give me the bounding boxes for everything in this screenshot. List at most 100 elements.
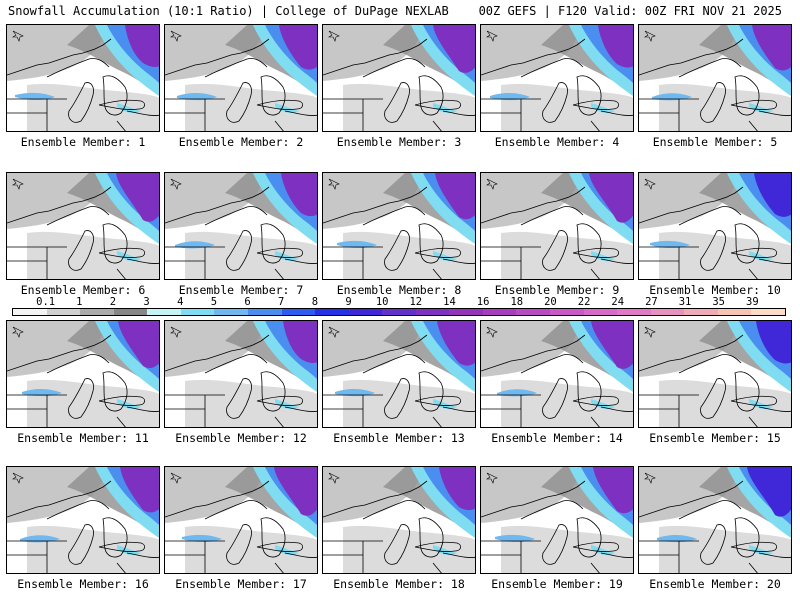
snow-purple-max [435,173,475,220]
snow-trace-area [659,379,791,427]
location-marker [12,30,24,42]
colorbar-swatch [550,309,584,315]
lake-effect-band [177,93,217,101]
state-border-line [98,395,145,406]
snow-purple-max [281,173,317,217]
colorbar-tick-label: 5 [210,296,218,308]
colorbar-swatch [46,309,81,315]
ensemble-map-panel [638,24,792,132]
snow-trace-area [27,83,159,131]
state-border-line [542,524,568,565]
state-border-line [678,354,742,374]
snowfall-map [7,321,159,427]
lake-effect-band [490,93,530,101]
state-border-line [481,334,586,372]
ensemble-member-label: Ensemble Member: 17 [175,577,307,591]
colorbar-swatch [382,309,416,315]
state-border-line [572,99,619,110]
ensemble-map-panel [638,466,792,574]
state-border-line [7,38,112,76]
lake-effect-band [497,389,537,397]
state-border-line [226,378,252,419]
snowfall-map [639,321,791,427]
state-border-line [7,186,112,224]
location-marker [170,178,182,190]
colorbar-tick-label: 2 [109,296,117,308]
state-border-line [481,98,600,131]
colorbar-tick-label: 10 [375,296,389,308]
state-border-line [700,524,726,565]
ensemble-map-panel [6,172,160,280]
snow-trace-area [343,83,475,131]
location-marker [486,326,498,338]
state-border-line [758,110,791,116]
state-border-line [520,354,584,374]
colorbar [12,308,786,316]
snow-purple-max [589,173,633,223]
location-marker [486,178,498,190]
state-border-line [256,247,303,258]
state-border-line [384,230,410,271]
snowfall-map [7,173,159,279]
lake-effect-band [15,92,55,100]
location-marker [170,472,182,484]
state-border-line [639,246,758,279]
state-border-line [384,378,410,419]
state-border-line [46,58,110,78]
ensemble-map-panel [164,320,318,428]
state-border-line [678,206,742,226]
colorbar-swatch [583,309,618,315]
state-border-line [204,58,268,78]
state-border-line [323,540,442,573]
snow-trace-area [343,231,475,279]
state-border-line [639,38,744,76]
location-marker [328,30,340,42]
state-border-line [165,38,270,76]
ensemble-map-panel [480,320,634,428]
state-border-line [226,230,252,271]
ensemble-member-label: Ensemble Member: 6 [20,283,146,297]
colorbar-tick-label: 35 [712,296,726,308]
colorbar-swatch [617,309,651,315]
state-border-line [204,206,268,226]
state-border-line [758,258,791,264]
colorbar-swatch [247,309,282,315]
colorbar-swatch [449,309,483,315]
colorbar-swatch [80,309,114,315]
state-border-line [481,186,586,224]
ensemble-map-panel [164,24,318,132]
ensemble-member-label: Ensemble Member: 18 [333,577,465,591]
state-border-line [414,99,461,110]
state-border-line [576,75,602,116]
state-border-line [700,82,726,123]
state-border-line [323,98,442,131]
state-border-line [520,206,584,226]
state-border-line [639,98,758,131]
lake-effect-band [650,240,690,248]
colorbar-swatch [281,309,316,315]
location-marker [328,472,340,484]
state-border-line [678,500,742,520]
colorbar-swatch [482,309,517,315]
snow-purple-max [747,467,791,517]
state-border-line [572,247,619,258]
snow-purple-max [274,467,317,516]
ensemble-member-label: Ensemble Member: 20 [649,577,781,591]
ensemble-map-panel [638,320,792,428]
snowfall-map [639,467,791,573]
state-border-line [7,246,126,279]
state-border-line [68,524,94,565]
colorbar-swatch [717,309,752,315]
state-border-line [700,230,726,271]
state-border-line [256,541,303,552]
snow-purple-max [754,173,791,217]
colorbar-swatch [113,309,148,315]
state-border-line [68,230,94,271]
location-marker [644,30,656,42]
snow-purple-max [756,321,791,364]
colorbar-swatch [516,309,550,315]
lake-effect-band [337,240,377,248]
state-border-line [323,394,442,427]
ensemble-member-label: Ensemble Member: 13 [333,431,465,445]
state-border-line [7,480,112,518]
